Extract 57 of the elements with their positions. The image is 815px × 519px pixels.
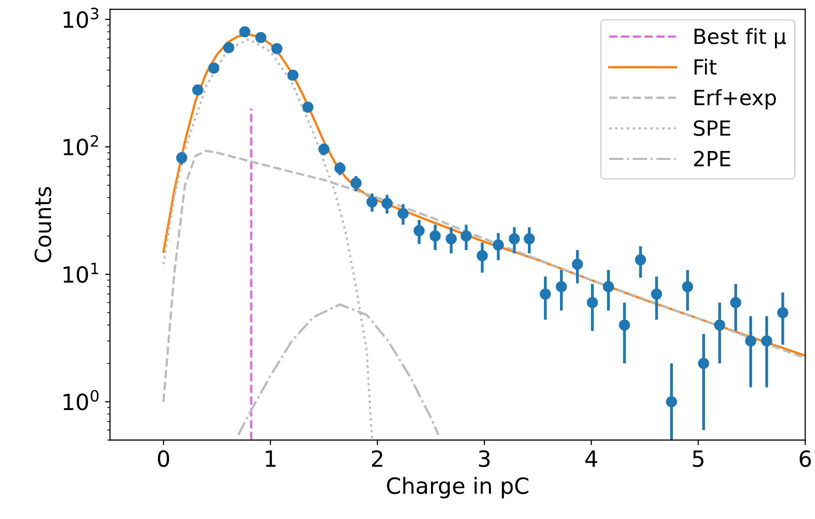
legend-label: 2PE <box>694 150 730 166</box>
point <box>255 32 266 44</box>
x-axis-title: Charge in pC <box>386 476 528 498</box>
y-axis-title: Counts <box>34 187 52 262</box>
y-tick-label: 10$^{0}$ <box>64 390 99 410</box>
point <box>634 254 646 266</box>
point <box>176 152 188 164</box>
point <box>223 42 234 54</box>
point <box>524 233 535 244</box>
point <box>540 288 551 300</box>
point <box>666 396 678 408</box>
y-tick-label: 10$^{2}$ <box>64 135 98 156</box>
point <box>761 335 772 346</box>
point <box>350 178 362 189</box>
point <box>192 84 204 96</box>
legend-label: Fit <box>694 58 716 74</box>
point <box>682 281 694 292</box>
point <box>618 319 630 331</box>
point <box>446 233 457 244</box>
point <box>414 225 425 236</box>
point <box>492 239 504 250</box>
point <box>508 233 520 244</box>
point <box>745 335 756 346</box>
point <box>476 250 488 262</box>
x-tick-label: 1 <box>266 450 276 467</box>
point <box>398 208 409 220</box>
y-tick-label: 10$^{3}$ <box>64 8 98 28</box>
point <box>714 319 726 331</box>
point <box>651 288 662 300</box>
point <box>208 62 220 74</box>
point <box>287 70 298 81</box>
point <box>381 198 393 209</box>
x-tick-label: 6 <box>800 450 811 468</box>
x-tick-label: 4 <box>585 450 598 467</box>
point <box>698 358 710 369</box>
x-tick-label: 5 <box>692 450 704 468</box>
x-tick-label: 0 <box>158 450 170 468</box>
point <box>730 297 742 308</box>
legend-label: Best fit μ <box>694 28 786 48</box>
point <box>430 230 441 242</box>
point <box>602 281 614 292</box>
point <box>334 162 346 174</box>
point <box>318 144 330 155</box>
x-tick-label: 2 <box>372 450 382 467</box>
x-tick-label: 3 <box>478 450 490 468</box>
point <box>302 102 314 113</box>
y-tick-label: 10$^{1}$ <box>64 262 98 283</box>
legend-label: Erf+exp <box>694 89 776 110</box>
point <box>460 230 472 242</box>
point <box>239 26 250 38</box>
point <box>777 307 788 318</box>
point <box>271 43 282 54</box>
point <box>556 281 567 292</box>
point <box>572 258 583 270</box>
legend-label: SPE <box>694 120 730 136</box>
point <box>586 297 598 308</box>
point <box>366 196 378 208</box>
